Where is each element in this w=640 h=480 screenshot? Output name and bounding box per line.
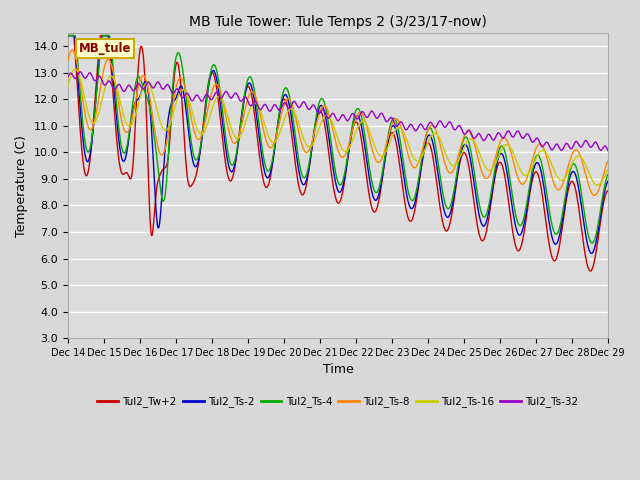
Legend: Tul2_Tw+2, Tul2_Ts-2, Tul2_Ts-4, Tul2_Ts-8, Tul2_Ts-16, Tul2_Ts-32: Tul2_Tw+2, Tul2_Ts-2, Tul2_Ts-4, Tul2_Ts… bbox=[93, 392, 583, 411]
Title: MB Tule Tower: Tule Temps 2 (3/23/17-now): MB Tule Tower: Tule Temps 2 (3/23/17-now… bbox=[189, 15, 487, 29]
X-axis label: Time: Time bbox=[323, 363, 353, 376]
Text: MB_tule: MB_tule bbox=[79, 42, 131, 55]
Y-axis label: Temperature (C): Temperature (C) bbox=[15, 135, 28, 237]
